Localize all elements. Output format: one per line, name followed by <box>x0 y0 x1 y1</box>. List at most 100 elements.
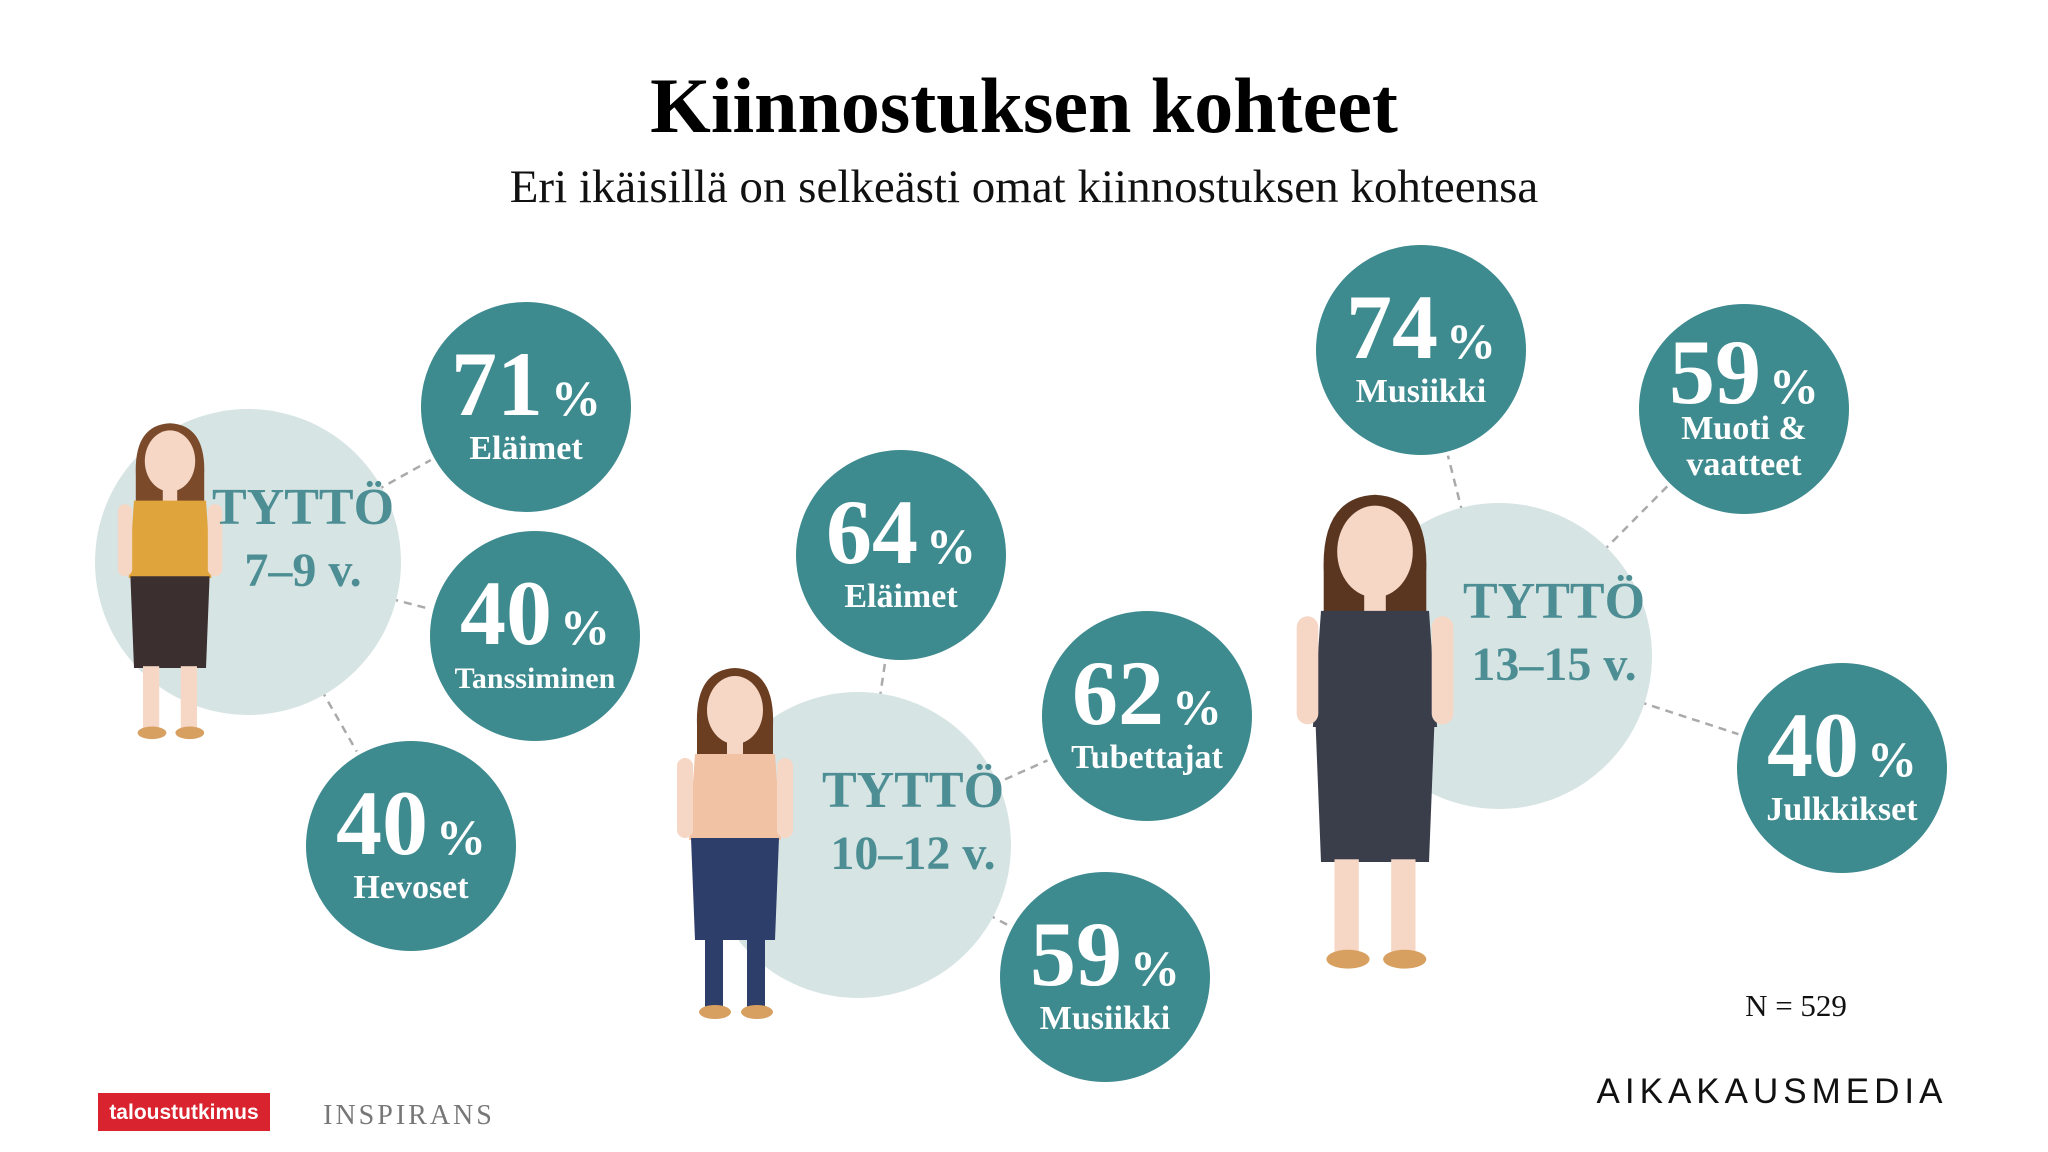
arm-left <box>117 504 133 577</box>
percentage-value: 74 <box>1346 276 1438 378</box>
face <box>144 430 196 492</box>
interest-bubble <box>306 741 516 951</box>
interest-label: vaatteet <box>1686 446 1802 483</box>
shoe <box>137 726 167 740</box>
percentage: 40% <box>336 772 486 874</box>
arm-right <box>1431 616 1454 725</box>
lower <box>130 576 210 668</box>
arm-left <box>677 758 693 838</box>
shoe <box>699 1005 731 1019</box>
interest-bubble <box>796 450 1006 660</box>
lower <box>691 838 779 940</box>
connector <box>363 458 432 499</box>
interest-bubble <box>1639 304 1849 514</box>
interest-label: Tubettajat <box>1071 739 1223 776</box>
interest-bubble <box>1000 872 1210 1082</box>
percent-sign: % <box>1172 679 1222 735</box>
neck <box>162 488 178 503</box>
torso <box>128 500 212 578</box>
group-age: 7–9 v. <box>244 544 361 597</box>
title: Kiinnostuksen kohteet <box>650 62 1398 149</box>
face <box>1337 505 1413 598</box>
leg-left <box>705 938 723 1008</box>
interest-bubble <box>1316 245 1526 455</box>
connector <box>978 759 1048 792</box>
percentage: 59% <box>1669 321 1819 423</box>
arm-left <box>1296 616 1319 725</box>
interest-label: Eläimet <box>844 578 958 615</box>
percentage: 71% <box>451 333 601 435</box>
percent-sign: % <box>560 599 610 655</box>
percent-sign: % <box>551 370 601 426</box>
percentage: 62% <box>1072 642 1222 744</box>
interest-label: Hevoset <box>353 869 469 906</box>
percentage: 74% <box>1346 276 1496 378</box>
leg-left <box>143 666 160 730</box>
percentage-value: 71 <box>451 333 543 435</box>
percentage-value: 64 <box>826 481 918 583</box>
shoe <box>741 1005 773 1019</box>
percent-sign: % <box>926 518 976 574</box>
torso <box>689 754 781 840</box>
percentage: 64% <box>826 481 976 583</box>
girl-illustration <box>677 668 793 1019</box>
sample-size: N = 529 <box>1745 988 1847 1023</box>
connector <box>376 593 430 610</box>
leg-left <box>1334 859 1359 954</box>
interest-bubble <box>430 531 640 741</box>
interest-label: Julkkikset <box>1766 791 1918 828</box>
percent-sign: % <box>1867 731 1917 787</box>
interest-label: Musiikki <box>1356 373 1486 410</box>
interest-bubble <box>421 302 631 512</box>
percentage-value: 40 <box>1767 694 1859 796</box>
lower <box>1315 724 1435 862</box>
group-label: TYTTÖ <box>822 762 1004 819</box>
logo-middle: INSPIRANS <box>323 1100 495 1131</box>
torso <box>1312 610 1438 727</box>
percentage: 59% <box>1030 903 1180 1005</box>
neck <box>727 740 743 756</box>
leg-right <box>1391 859 1416 954</box>
connector <box>1446 455 1468 528</box>
connector <box>876 662 887 714</box>
logo-left: taloustutkimus <box>109 1101 258 1124</box>
neck <box>1364 592 1386 614</box>
percentage: 40% <box>460 562 610 664</box>
subtitle: Eri ikäisillä on selkeästi omat kiinnost… <box>510 161 1539 213</box>
percentage-value: 59 <box>1669 321 1761 423</box>
group-age: 13–15 v. <box>1471 638 1636 691</box>
percentage-value: 59 <box>1030 903 1122 1005</box>
interest-bubble <box>1042 611 1252 821</box>
girl-illustration <box>117 423 223 740</box>
interest-bubble <box>1737 663 1947 873</box>
percent-sign: % <box>1769 358 1819 414</box>
group-label: TYTTÖ <box>1463 573 1645 630</box>
face <box>707 676 763 744</box>
group-age: 10–12 v. <box>830 827 995 880</box>
percentage-value: 40 <box>460 562 552 664</box>
percentage-value: 40 <box>336 772 428 874</box>
girl-illustration <box>1296 494 1454 969</box>
arm-right <box>777 758 793 838</box>
group-label: TYTTÖ <box>212 479 394 536</box>
leg-right <box>180 666 197 730</box>
interest-label: Eläimet <box>469 430 583 467</box>
percentage: 40% <box>1767 694 1917 796</box>
logo-right: AIKAKAUSMEDIA <box>1597 1072 1948 1111</box>
logo-box <box>98 1093 270 1131</box>
percent-sign: % <box>1446 313 1496 369</box>
shoe <box>1326 949 1370 969</box>
shoe <box>175 726 205 740</box>
interest-label: Musiikki <box>1040 1000 1170 1037</box>
percentage-value: 62 <box>1072 642 1164 744</box>
arm-right <box>207 504 223 577</box>
interest-label: Muoti & <box>1681 410 1807 447</box>
interest-label: Tanssiminen <box>455 662 616 695</box>
percent-sign: % <box>1130 940 1180 996</box>
leg-right <box>747 938 765 1008</box>
percent-sign: % <box>436 809 486 865</box>
shoe <box>1383 949 1427 969</box>
